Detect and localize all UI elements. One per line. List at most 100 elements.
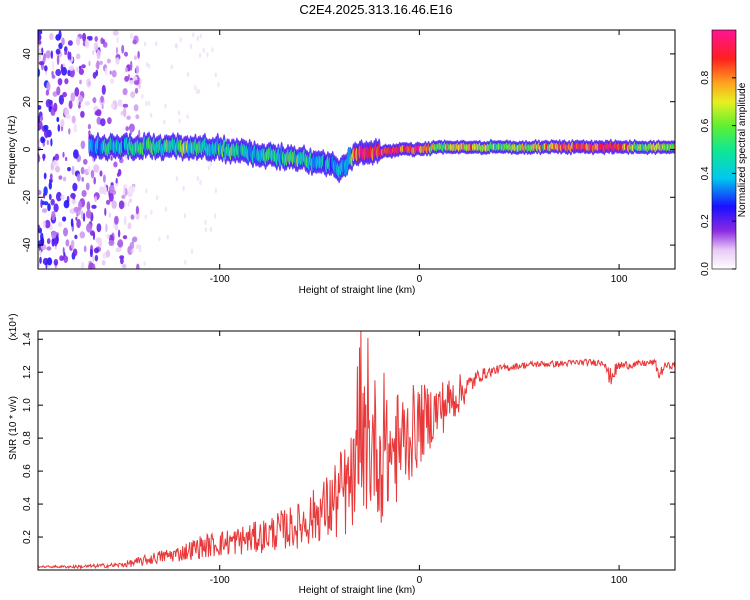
noise-speck [101, 84, 106, 95]
noise-speck [89, 248, 93, 258]
noise-speck [88, 35, 93, 41]
noise-speck [137, 50, 140, 59]
noise-speck [54, 165, 61, 173]
noise-speck [87, 81, 91, 86]
noise-speck [121, 44, 125, 54]
noise-speck [76, 173, 81, 182]
noise-speck [81, 177, 84, 182]
noise-speck [104, 207, 107, 216]
noise-speck [106, 58, 111, 64]
noise-speck [67, 167, 71, 172]
noise-speck [111, 70, 117, 78]
noise-speck [96, 223, 102, 233]
noise-speck [55, 48, 61, 55]
noise-speck [110, 155, 113, 161]
noise-speck [42, 153, 45, 162]
noise-speck [202, 47, 205, 53]
noise-speck [163, 119, 166, 125]
spectrogram-x-tick-label: 100 [611, 274, 628, 285]
noise-speck [92, 97, 97, 103]
noise-speck [60, 63, 64, 72]
noise-speck [74, 87, 80, 97]
noise-speck [131, 248, 134, 254]
noise-speck [42, 257, 49, 266]
noise-speck [63, 227, 68, 237]
noise-speck [114, 181, 119, 187]
noise-speck [178, 118, 181, 124]
snr-x-tick-label: 0 [417, 575, 423, 586]
noise-speck [111, 200, 117, 209]
noise-speck [155, 41, 158, 47]
noise-speck [129, 32, 134, 39]
noise-speck [43, 124, 49, 131]
noise-speck [47, 203, 51, 212]
noise-speck [133, 55, 137, 60]
noise-speck [85, 182, 90, 191]
noise-speck [175, 176, 178, 182]
noise-speck [65, 239, 70, 247]
snr-ticks: -100 0 100 0.2 0.4 0.6 0.8 1.0 1.2 1.4 [22, 331, 675, 586]
snr-y-tick-label: 0.8 [22, 431, 33, 445]
noise-speck [113, 161, 118, 168]
noise-speck [204, 227, 208, 233]
noise-speck [38, 189, 42, 196]
noise-speck [40, 237, 45, 247]
noise-speck [49, 173, 53, 181]
noise-speck [122, 235, 128, 240]
noise-speck [102, 174, 106, 183]
noise-speck [123, 216, 127, 226]
noise-speck [114, 215, 119, 225]
noise-speck [68, 128, 71, 135]
spectrogram-x-axis-label: Height of straight line (km) [299, 285, 416, 296]
spectrogram-x-tick-label: 0 [417, 274, 423, 285]
noise-speck [70, 208, 74, 214]
noise-speck [100, 118, 106, 127]
noise-speck [50, 198, 55, 206]
noise-speck [139, 78, 143, 84]
noise-speck [209, 161, 213, 166]
noise-speck [62, 176, 67, 182]
noise-speck [125, 126, 129, 132]
noise-speck [190, 248, 194, 254]
noise-speck [144, 214, 147, 220]
snr-plot-area [38, 331, 675, 570]
noise-speck [74, 234, 78, 240]
noise-speck [38, 154, 41, 163]
noise-speck [51, 60, 55, 71]
noise-speck [198, 53, 202, 58]
noise-speck [135, 65, 140, 74]
noise-speck [117, 100, 123, 107]
noise-speck [93, 247, 100, 254]
noise-speck [61, 37, 65, 46]
noise-speck [75, 216, 78, 221]
noise-speck [108, 192, 114, 202]
noise-speck [164, 103, 167, 109]
noise-speck [82, 212, 86, 222]
noise-speck [81, 64, 86, 69]
colorbar-tick-label: 0.2 [700, 214, 711, 228]
noise-speck [58, 221, 63, 227]
noise-speck [100, 95, 104, 103]
noise-speck [96, 49, 101, 60]
snr-y-axis-label: SNR (10 * v/v) [8, 396, 19, 460]
spectrogram-y-tick-label: 20 [22, 96, 33, 108]
noise-speck [92, 49, 95, 56]
noise-speck [105, 223, 108, 233]
noise-speck [49, 32, 54, 41]
noise-speck [38, 34, 42, 41]
noise-speck [101, 104, 104, 110]
noise-speck [62, 91, 67, 98]
noise-speck [104, 67, 108, 76]
noise-speck [73, 149, 79, 159]
noise-speck [80, 140, 86, 150]
noise-speck [41, 137, 46, 143]
noise-speck [106, 234, 110, 239]
noise-speck [44, 219, 51, 229]
noise-speck [110, 103, 115, 109]
noise-speck [67, 40, 73, 46]
noise-speck [39, 256, 42, 264]
noise-speck [131, 237, 135, 245]
noise-speck [56, 117, 60, 122]
noise-speck [86, 201, 91, 211]
